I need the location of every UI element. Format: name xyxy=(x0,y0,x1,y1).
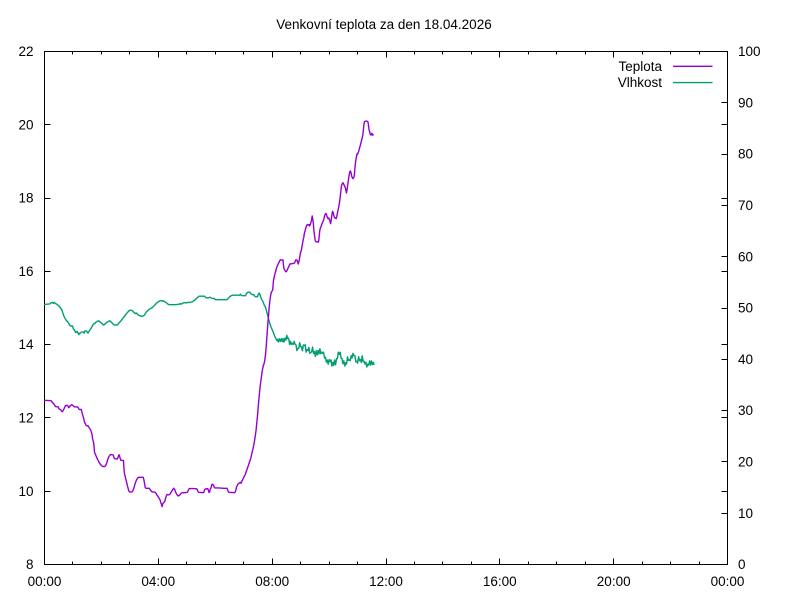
svg-text:40: 40 xyxy=(738,352,753,367)
svg-text:12: 12 xyxy=(18,411,33,426)
svg-text:Teplota: Teplota xyxy=(618,59,662,74)
svg-text:0: 0 xyxy=(738,557,746,572)
svg-text:Venkovní teplota za den 18.04.: Venkovní teplota za den 18.04.2026 xyxy=(276,17,491,32)
svg-text:8: 8 xyxy=(26,557,34,572)
svg-text:20: 20 xyxy=(738,455,753,470)
svg-text:14: 14 xyxy=(18,337,34,352)
svg-text:30: 30 xyxy=(738,403,753,418)
svg-text:90: 90 xyxy=(738,95,753,110)
svg-text:04:00: 04:00 xyxy=(141,574,175,589)
svg-text:12:00: 12:00 xyxy=(369,574,403,589)
svg-text:18: 18 xyxy=(18,191,33,206)
svg-text:50: 50 xyxy=(738,301,753,316)
svg-text:10: 10 xyxy=(738,506,753,521)
svg-text:22: 22 xyxy=(18,44,33,59)
svg-text:00:00: 00:00 xyxy=(28,574,62,589)
svg-text:80: 80 xyxy=(738,147,753,162)
svg-text:00:00: 00:00 xyxy=(711,574,745,589)
svg-text:16: 16 xyxy=(18,264,33,279)
svg-text:20:00: 20:00 xyxy=(597,574,631,589)
svg-text:20: 20 xyxy=(18,117,33,132)
svg-text:08:00: 08:00 xyxy=(255,574,289,589)
svg-text:10: 10 xyxy=(18,484,33,499)
svg-text:60: 60 xyxy=(738,249,753,264)
svg-text:Vlhkost: Vlhkost xyxy=(618,75,663,90)
svg-text:16:00: 16:00 xyxy=(483,574,517,589)
svg-text:100: 100 xyxy=(738,44,761,59)
svg-text:70: 70 xyxy=(738,198,753,213)
